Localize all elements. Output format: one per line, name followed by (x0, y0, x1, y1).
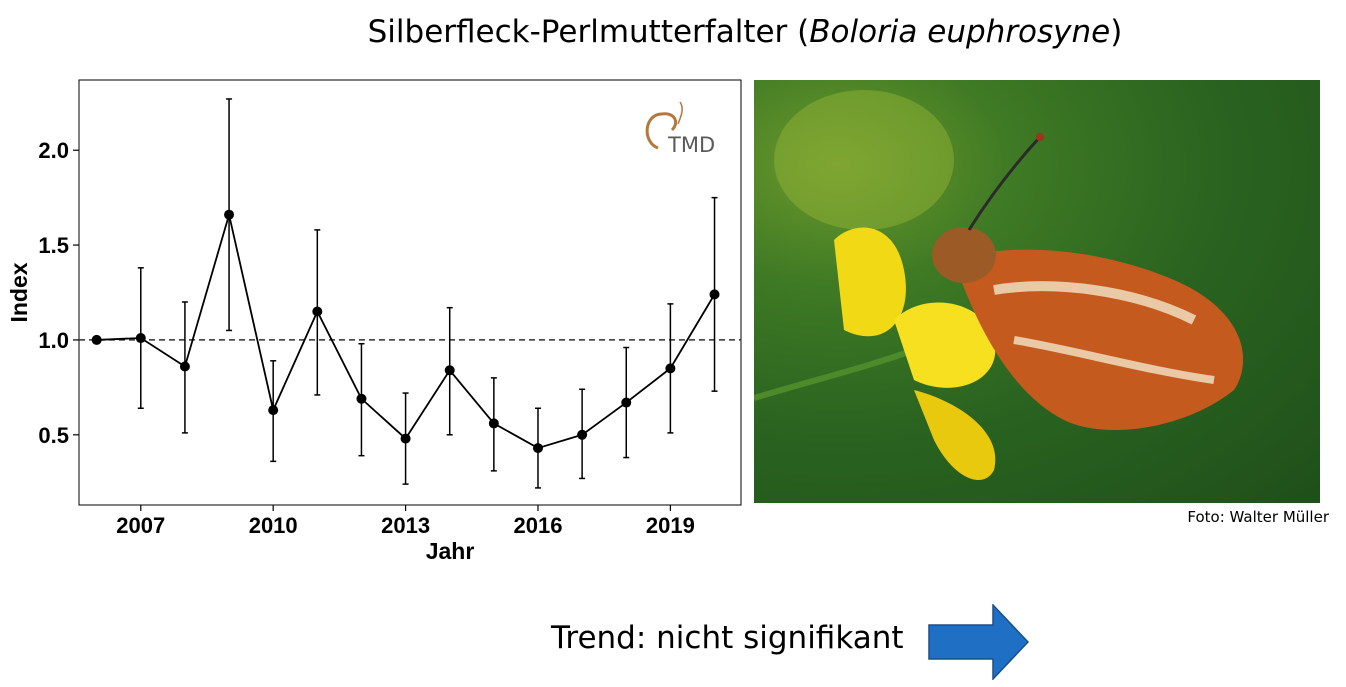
logo-butterfly-icon (645, 112, 663, 150)
title-suffix: ) (1110, 14, 1123, 50)
logo-antenna-icon (677, 101, 683, 125)
butterfly-wing-icon (954, 249, 1244, 430)
title-prefix: Silberfleck-Perlmutterfalter ( (367, 14, 810, 50)
trend-arrow-shape (928, 604, 1030, 680)
logo-wing-icon (661, 112, 678, 132)
x-tick-label: 2016 (514, 513, 563, 538)
x-tick-label: 2010 (249, 513, 298, 538)
logo-text: TMD (667, 133, 715, 157)
data-point (444, 365, 455, 376)
title-species: Boloria euphrosyne (809, 14, 1111, 50)
trend-label: Trend: nicht signifikant (551, 620, 904, 656)
y-tick-label: 1.0 (38, 328, 69, 353)
data-point (356, 393, 367, 404)
data-point (312, 306, 323, 317)
chart-marks: 0.5 1.0 1.5 2.0 2007 2010 2013 2016 2019 Jahr Inde… (6, 79, 742, 564)
data-point (224, 209, 235, 220)
butterfly-photo (754, 80, 1320, 503)
photo-credit: Foto: Walter Müller (1187, 508, 1329, 526)
x-tick-label: 2019 (646, 513, 695, 538)
x-axis-label: Jahr (426, 538, 475, 564)
data-point (532, 443, 543, 454)
data-point (400, 433, 411, 444)
plot-frame (78, 79, 742, 506)
x-tick-label: 2013 (381, 513, 430, 538)
data-point (268, 405, 279, 416)
data-point (709, 289, 720, 300)
data-point (135, 333, 146, 344)
y-tick-label: 2.0 (38, 138, 69, 163)
data-point (91, 334, 102, 345)
y-axis-label: Index (6, 262, 32, 322)
butterfly-body-icon (932, 227, 996, 283)
flower-petal-icon (834, 227, 906, 337)
x-tick-label: 2007 (116, 513, 165, 538)
data-point (665, 363, 676, 374)
trend-arrow-right-icon (928, 604, 1030, 680)
data-point (621, 397, 632, 408)
data-point (577, 429, 588, 440)
page-title: Silberfleck-Perlmutterfalter (Boloria eu… (0, 14, 1346, 50)
data-point (179, 361, 190, 372)
data-point (488, 418, 499, 429)
index-chart: 0.5 1.0 1.5 2.0 2007 2010 2013 2016 2019 Jahr Inde… (6, 79, 742, 564)
flower-stem-icon (754, 347, 916, 401)
y-tick-label: 0.5 (38, 423, 69, 448)
butterfly-illustration (754, 90, 1244, 480)
y-tick-label: 1.5 (38, 233, 69, 258)
tmd-logo: TMD (640, 100, 720, 165)
